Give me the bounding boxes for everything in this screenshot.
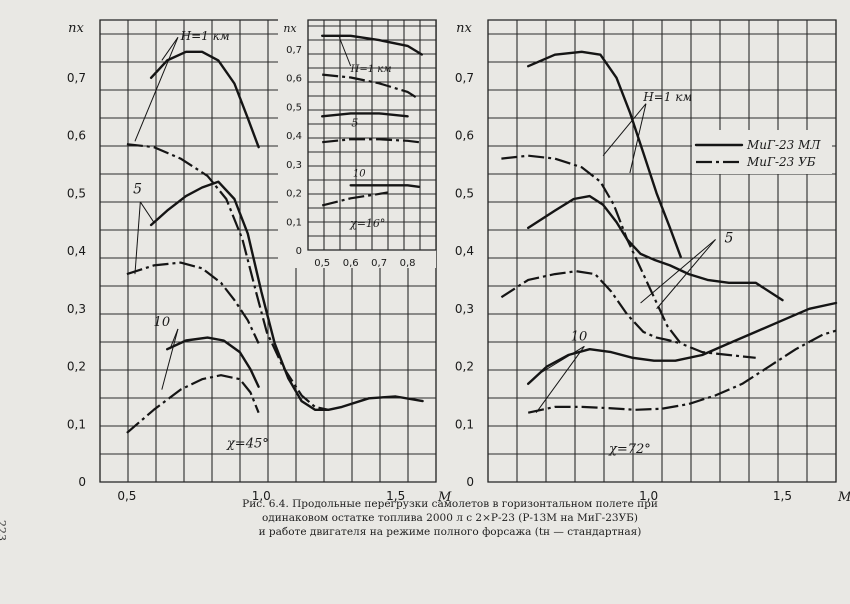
grid [307, 20, 437, 251]
leader-line [139, 201, 155, 223]
series-line-5 [349, 184, 421, 188]
x-tick-label: 1,5 [773, 489, 792, 503]
label-h10: 10 [353, 169, 366, 180]
leader-line [338, 37, 352, 67]
label-h10: 10 [154, 315, 171, 330]
figure-caption: Рис. 6.4. Продольные перегрузки самолето… [230, 497, 670, 539]
label-h1: H=1 км [642, 90, 692, 104]
label-h10: 10 [571, 330, 588, 345]
series-line-4 [322, 138, 420, 144]
x-tick-label: 1,0 [252, 489, 271, 503]
plot-frame [307, 19, 437, 251]
y-tick-label: 0,5 [455, 186, 474, 200]
inset-background [278, 0, 436, 268]
x-axis-label: M [437, 490, 452, 505]
leader-line [161, 328, 179, 390]
series-line-6 [321, 191, 388, 207]
y-tick-label: 0,2 [67, 360, 86, 374]
leader-line [640, 239, 716, 304]
y-tick-label: 0,3 [455, 302, 474, 316]
series-line-1 [527, 50, 682, 258]
legend-label-ml: МиГ-23 МЛ [746, 138, 821, 152]
label-h1: H=1 км [350, 64, 392, 75]
y-tick-label: 0,3 [286, 160, 302, 171]
series-line-6 [126, 374, 260, 434]
legend-background [692, 130, 832, 174]
y-tick-label: 0,7 [455, 71, 474, 85]
y-tick-label: 0,4 [67, 244, 86, 258]
chart-sweep-72: 0 0,1 0,2 0,3 0,4 0,5 0,6 0,7 1,0 1,5 nx M H=1 км 5 10… [455, 19, 850, 505]
y-tick-label: 0,5 [67, 186, 86, 200]
series-line-1 [149, 50, 260, 149]
y-tick-label: 0,2 [286, 189, 302, 200]
series-line-5 [166, 336, 260, 388]
label-h1: H=1 км [180, 29, 230, 43]
y-tick-label: 0,1 [286, 217, 302, 228]
y-tick-label: 0,4 [455, 244, 474, 258]
series-line-3 [321, 112, 409, 118]
plot-frame [487, 19, 837, 483]
y-tick-label: 0 [466, 475, 474, 489]
series-line-6 [527, 329, 837, 414]
series-line-3 [149, 180, 424, 411]
y-tick-label: 0,5 [286, 102, 302, 113]
legend: МиГ-23 МЛ МиГ-23 УБ [692, 130, 832, 174]
series-line-1 [321, 34, 423, 56]
x-tick-label: 0,8 [400, 258, 416, 269]
label-h5: 5 [724, 230, 733, 246]
leader-line [656, 239, 716, 310]
chart-sweep-16-inset: 0 0,1 0,2 0,3 0,4 0,5 0,6 0,7 0,5 0,6 0,7 0,8 nx H=1 … [278, 0, 437, 269]
annotation-sweep: χ=72° [608, 442, 651, 457]
y-tick-label: 0,7 [67, 71, 86, 85]
y-tick-label: 0 [296, 246, 302, 257]
y-axis-label: nx [456, 21, 472, 36]
y-tick-label: 0,6 [286, 74, 302, 85]
x-tick-label: 1,5 [386, 489, 405, 503]
annotation-sweep: χ=45° [226, 436, 269, 451]
x-tick-label: 1,0 [639, 489, 658, 503]
series-line-2 [322, 73, 420, 101]
annotation-sweep: χ=16° [349, 217, 385, 230]
y-tick-label: 0,4 [286, 131, 302, 142]
y-tick-label: 0,1 [455, 417, 474, 431]
y-tick-label: 0,6 [67, 129, 86, 143]
leader-line [629, 103, 647, 174]
x-tick-label: 0,6 [343, 258, 359, 269]
leader-line [602, 103, 647, 157]
label-h5: 5 [351, 116, 358, 129]
series-line-4 [126, 261, 260, 344]
label-h5: 5 [133, 181, 142, 197]
leader-line [541, 345, 585, 373]
y-tick-label: 0,3 [67, 302, 86, 316]
x-tick-label: 0,5 [117, 489, 136, 503]
page-number: 223 [0, 520, 8, 541]
y-axis-label: nx [68, 21, 84, 36]
x-tick-label: 0,7 [371, 258, 387, 269]
y-tick-label: 0,7 [286, 45, 302, 56]
legend-label-ub: МиГ-23 УБ [746, 155, 816, 169]
leader-line [134, 37, 179, 142]
y-tick-label: 0,1 [67, 417, 86, 431]
series-line-3 [527, 194, 784, 302]
series-line-2 [126, 143, 329, 411]
y-axis-label: nx [283, 22, 297, 35]
caption-line-3: и работе двигателя на режиме полного фор… [258, 526, 642, 538]
x-axis-label: M [837, 490, 850, 505]
x-tick-label: 0,5 [314, 258, 330, 269]
caption-line-1: Рис. 6.4. Продольные перегрузки самолето… [242, 498, 658, 510]
series-line-4 [500, 270, 681, 345]
leader-line [161, 37, 179, 61]
y-tick-label: 0,2 [455, 360, 474, 374]
y-tick-label: 0 [78, 475, 86, 489]
caption-line-2: одинаковом остатке топлива 2000 л с 2×Р-… [261, 512, 638, 524]
series-line-2 [501, 154, 756, 359]
y-tick-label: 0,6 [455, 129, 474, 143]
leader-line [134, 201, 141, 275]
leader-line [535, 345, 585, 413]
